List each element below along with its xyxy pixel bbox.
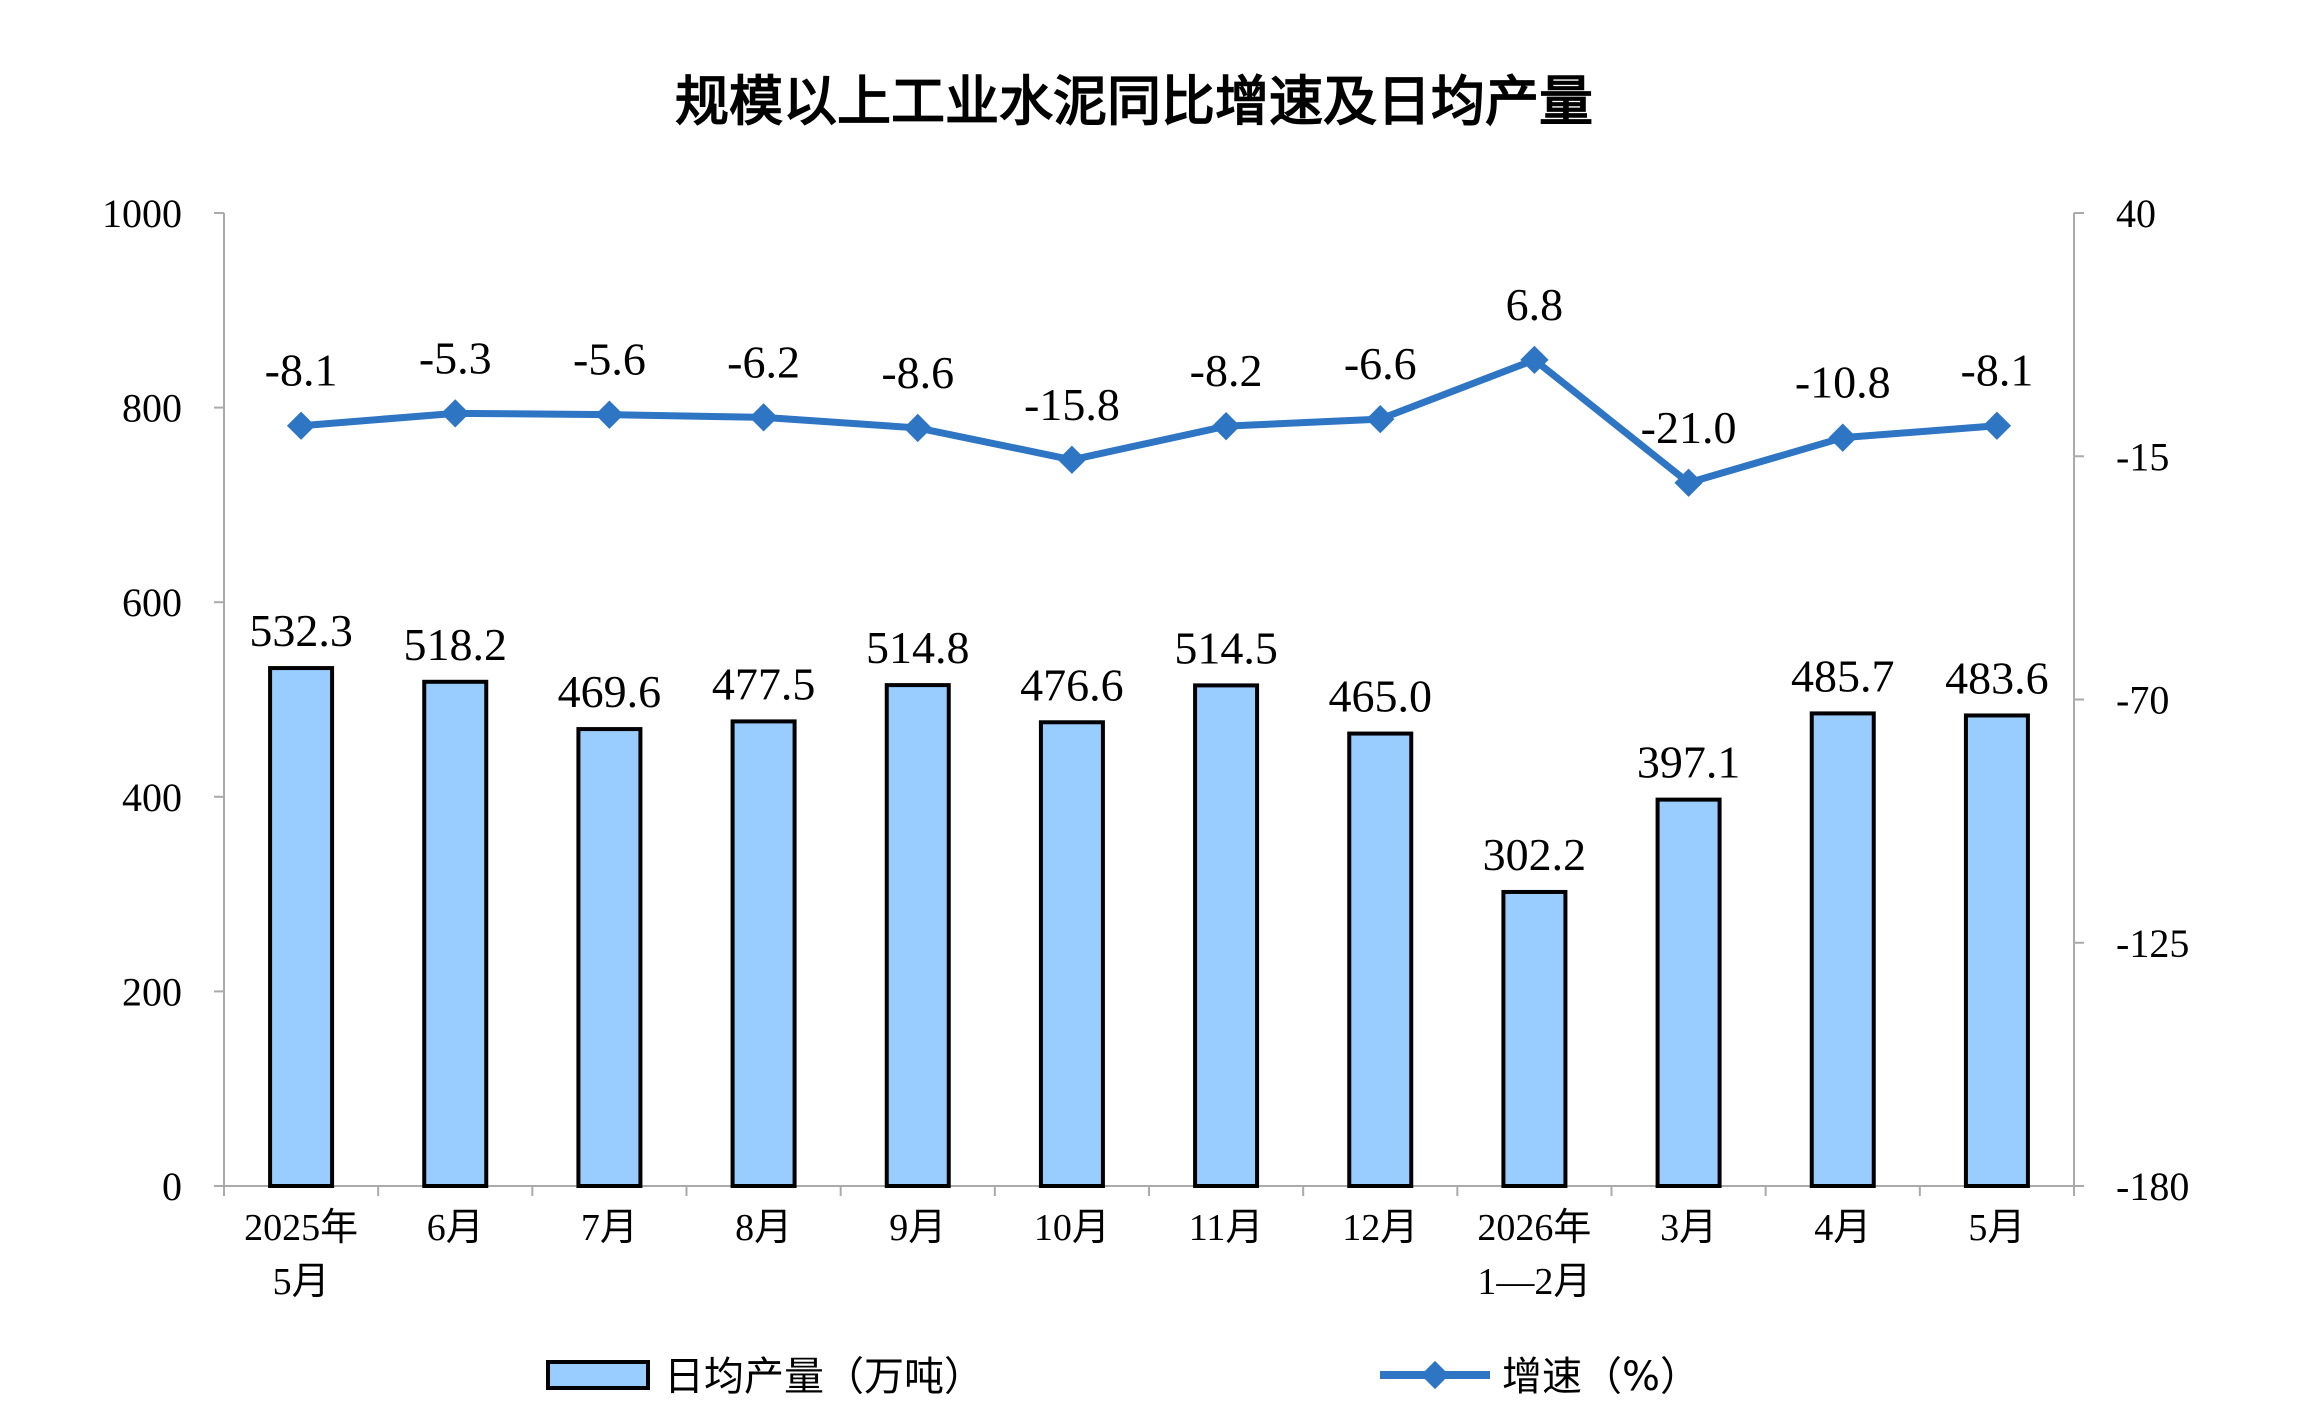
category-label: 7月 [581,1207,638,1249]
line-point [1520,345,1549,374]
left-tick-label: 400 [122,775,182,820]
bar [1193,683,1260,1188]
category-label: 6月 [427,1207,484,1249]
line-value-label: -21.0 [1641,402,1737,453]
line-value-label: -15.8 [1024,379,1120,430]
category-label: 3月 [1660,1207,1717,1249]
bar [730,719,797,1189]
category-label: 1—2月 [1477,1261,1591,1303]
line-value-label: -5.6 [573,334,646,385]
line-point [286,411,316,440]
left-tick-label: 800 [122,386,182,431]
category-label: 5月 [273,1261,330,1303]
bar [576,727,643,1189]
bar-value-label: 397.1 [1637,737,1741,788]
legend-line-marker [1420,1360,1450,1390]
line-value-label: -8.1 [265,345,338,396]
category-label: 10月 [1034,1207,1110,1249]
category-label: 11月 [1189,1207,1264,1249]
bar-value-label: 302.2 [1483,829,1587,880]
line-value-label: -8.6 [881,347,954,398]
bar-value-label: 477.5 [712,658,816,709]
line-point [1366,404,1395,434]
right-tick-label: -125 [2116,921,2189,966]
line-value-label: -6.2 [727,336,800,387]
right-tick-label: -180 [2116,1164,2189,1209]
left-tick-label: 0 [162,1164,182,1209]
line-value-label: -6.6 [1344,338,1417,389]
legend-line-label: 增速（%） [1502,1354,1700,1400]
growth-line [300,356,1998,487]
bar-value-label: 532.3 [249,605,353,656]
bar-labels: 532.3 518.2 469.6 477.5 514.8 476.6 514.5 465.0… [249,605,2048,880]
bar-value-label: 514.8 [866,622,970,673]
line-point [903,413,932,443]
category-label: 4月 [1814,1207,1871,1249]
bar-value-label: 485.7 [1791,650,1895,701]
category-labels: 2025年 5月 6月 7月 8月 9月 10月 11月 12月 2026年 1—2月 3月 4月 5月 [244,1207,2025,1303]
line-point [1057,445,1087,474]
line-point [1674,468,1703,497]
x-axis-ticks [223,1186,2075,1196]
right-tick-label: -15 [2116,434,2169,479]
left-tick-label: 600 [122,580,182,625]
bar-value-label: 465.0 [1329,671,1433,722]
line-point [749,403,778,432]
bar [1501,889,1568,1188]
bar [884,683,951,1188]
bar-value-label: 518.2 [404,619,508,670]
line-value-label: 6.8 [1506,279,1564,330]
bar-value-label: 514.5 [1174,622,1278,673]
bar [268,666,335,1188]
line-point [595,400,624,429]
line-point [441,399,470,428]
bar-value-label: 483.6 [1945,652,2049,703]
bar [1809,711,1876,1188]
right-axis-ticks: -180 -125 -70 -15 40 [2074,191,2189,1209]
left-tick-label: 1000 [102,191,182,236]
bar-value-label: 469.6 [558,666,662,717]
chart-title: 规模以上工业水泥同比增速及日均产量 [675,70,1593,133]
bar [422,679,489,1188]
left-tick-label: 200 [122,969,182,1014]
category-label: 8月 [735,1207,792,1249]
line-point [1982,411,2012,440]
bar [1038,720,1105,1188]
legend: 日均产量（万吨） 增速（%） [546,1354,1700,1400]
legend-bar-label: 日均产量（万吨） [664,1354,984,1400]
line-point [1828,423,1857,452]
right-tick-label: -70 [2116,678,2169,723]
bar [1963,713,2030,1188]
bar [1347,731,1414,1188]
line-value-label: -8.2 [1190,345,1263,396]
line-point [1211,412,1241,441]
right-tick-label: 40 [2116,191,2156,236]
category-label: 5月 [1968,1207,2025,1249]
left-axis-ticks: 0 200 400 600 800 1000 [102,191,224,1209]
line-labels: -8.1 -5.3 -5.6 -6.2 -8.6 -15.8 -8.2 -6.6 6.8 -21.… [265,279,2034,453]
line-value-label: -8.1 [1961,345,2034,396]
category-label: 12月 [1342,1207,1418,1249]
category-label: 9月 [889,1207,946,1249]
category-label: 2025年 [244,1207,358,1249]
line-series [286,345,2012,497]
line-value-label: -10.8 [1795,357,1891,408]
bar [1655,797,1722,1188]
category-label: 2026年 [1477,1207,1591,1249]
line-value-label: -5.3 [419,332,492,383]
bar-series [268,666,2030,1189]
legend-bar-swatch [546,1360,650,1390]
bar-value-label: 476.6 [1020,659,1124,710]
